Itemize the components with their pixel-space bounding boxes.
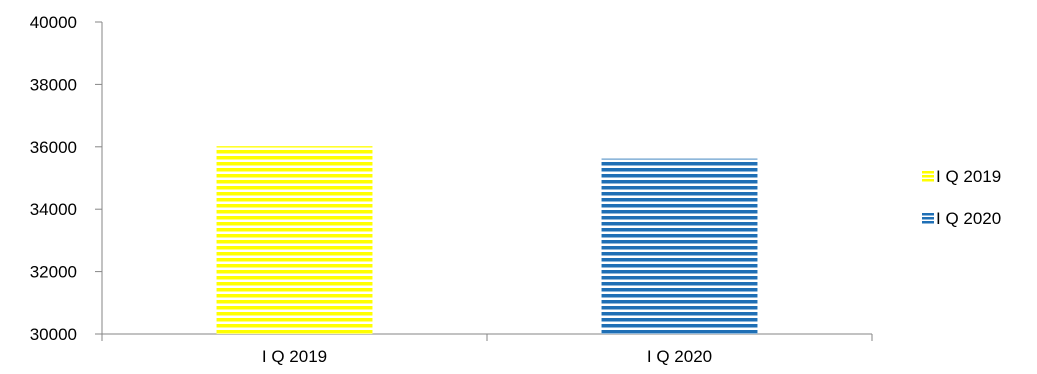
x-tick-label: I Q 2019 (262, 347, 327, 366)
legend-swatch (922, 213, 934, 224)
bars (216, 146, 758, 334)
y-tick-label: 30000 (30, 325, 77, 344)
y-tick-label: 32000 (30, 263, 77, 282)
x-tick-label: I Q 2020 (647, 347, 712, 366)
y-tick-label: 38000 (30, 75, 77, 94)
x-ticks: I Q 2019 I Q 2020 (101, 334, 873, 366)
y-ticks: 30000 32000 34000 36000 38000 40000 (30, 13, 102, 344)
y-axis: 30000 32000 34000 36000 38000 40000 (30, 13, 103, 344)
bar-1 (216, 146, 373, 334)
y-tick-label: 40000 (30, 13, 77, 32)
legend-label: I Q 2020 (936, 209, 1001, 228)
legend: I Q 2019 I Q 2020 (922, 167, 1001, 228)
legend-swatch (922, 171, 934, 182)
x-axis: I Q 2019 I Q 2020 (101, 333, 873, 366)
y-tick-label: 36000 (30, 138, 77, 157)
y-tick-label: 34000 (30, 200, 77, 219)
bar-2 (601, 158, 758, 334)
legend-label: I Q 2019 (936, 167, 1001, 186)
